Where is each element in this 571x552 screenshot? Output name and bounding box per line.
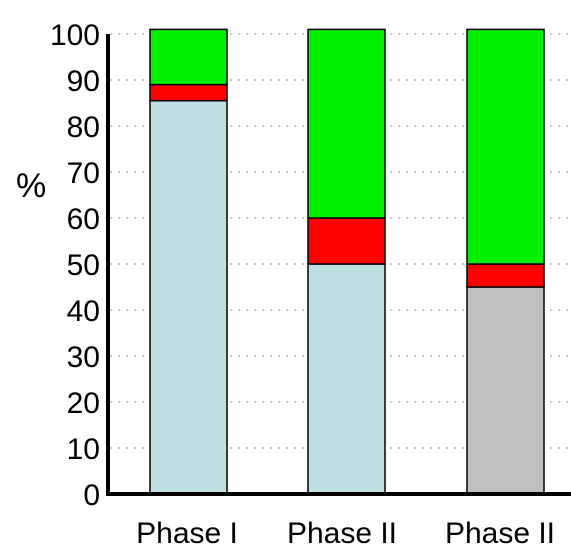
x-category-label: Phase II bbox=[287, 517, 397, 550]
y-axis-label: % bbox=[16, 167, 46, 205]
y-tick-label: 30 bbox=[67, 341, 100, 374]
y-tick-label: 0 bbox=[83, 479, 100, 512]
bar-segment bbox=[307, 217, 386, 265]
y-tick-labels: 0 10 20 30 40 50 60 70 80 90 100 bbox=[50, 19, 100, 512]
bar-segment bbox=[307, 28, 386, 219]
x-category-label: Phase I bbox=[136, 517, 238, 550]
y-tick-label: 80 bbox=[67, 111, 100, 144]
x-category-labels: Phase I Phase II Phase II bbox=[136, 517, 555, 550]
y-tick-label: 10 bbox=[67, 433, 100, 466]
x-category-label: Phase II bbox=[445, 517, 555, 550]
y-tick-label: 70 bbox=[67, 157, 100, 190]
bar-segment bbox=[149, 83, 228, 102]
bar-segment bbox=[149, 99, 228, 495]
y-tick-label: 60 bbox=[67, 203, 100, 236]
bar-segment bbox=[307, 263, 386, 495]
y-tick-label: 50 bbox=[67, 249, 100, 282]
bars bbox=[149, 28, 545, 495]
y-tick-label: 90 bbox=[67, 65, 100, 98]
bar-segment bbox=[466, 28, 545, 265]
y-tick-label: 20 bbox=[67, 387, 100, 420]
bar-segment bbox=[466, 263, 545, 288]
bar-segment bbox=[149, 28, 228, 86]
bar-segment bbox=[466, 286, 545, 495]
y-tick-label: 100 bbox=[50, 19, 100, 52]
y-tick-label: 40 bbox=[67, 295, 100, 328]
